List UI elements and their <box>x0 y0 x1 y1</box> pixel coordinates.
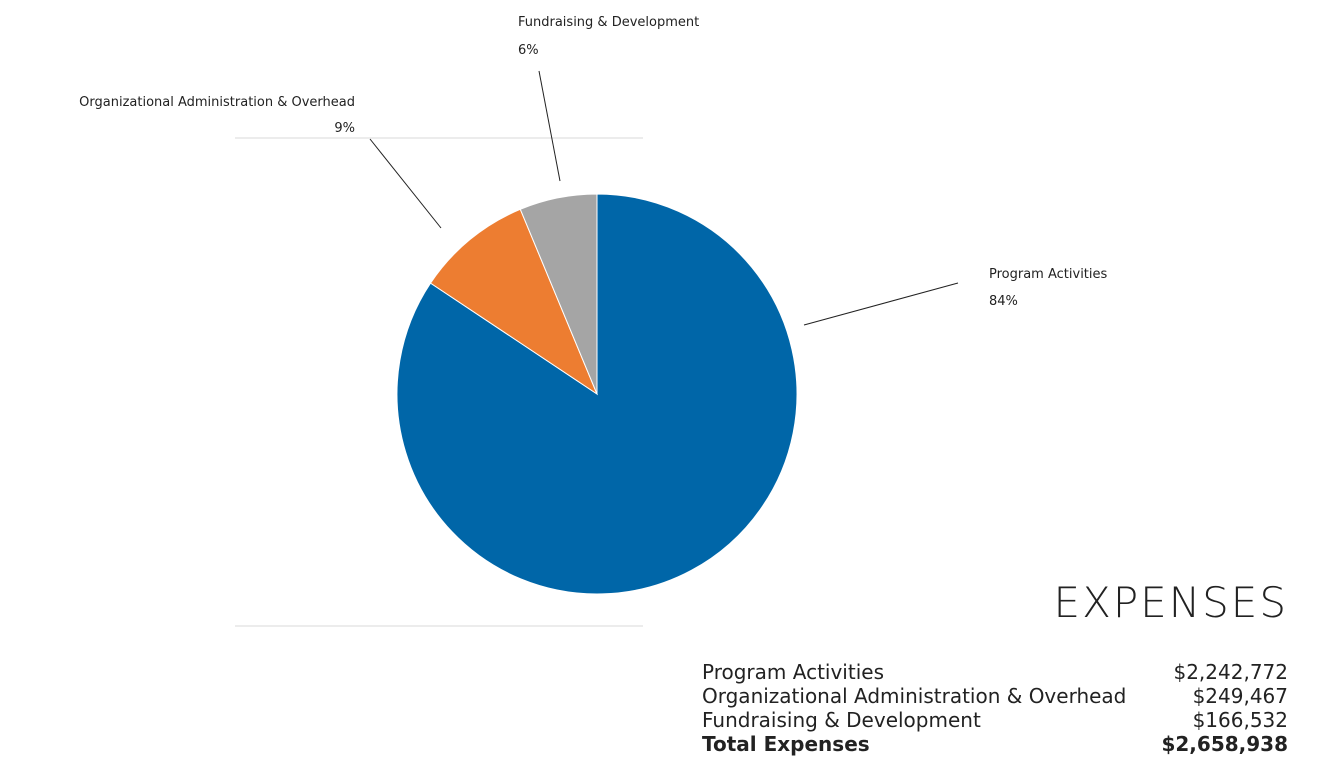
slice-percent-fundraising-development: 6% <box>518 43 539 58</box>
slice-label-fundraising-development: Fundraising & Development <box>518 15 699 30</box>
expense-amount: $166,532 <box>1192 708 1288 732</box>
leader-line-administration-overhead <box>369 138 442 229</box>
expenses-table: Program Activities $2,242,772 Organizati… <box>702 660 1288 756</box>
pie-slice-fundraising-development <box>519 193 598 395</box>
expense-row-program: Program Activities $2,242,772 <box>702 660 1288 684</box>
expenses-heading: EXPENSES <box>1053 578 1288 627</box>
expenses-pie-chart: Program Activities 84% Organizational Admi… <box>79 15 1108 627</box>
pie-slice-administration-overhead <box>429 208 599 396</box>
expense-label: Fundraising & Development <box>702 708 981 732</box>
expense-label: Program Activities <box>702 660 884 684</box>
total-label: Total Expenses <box>702 732 870 756</box>
pie-slice-program-activities <box>396 193 798 595</box>
expense-row-fundraising: Fundraising & Development $166,532 <box>702 708 1288 732</box>
leader-line-program-activities <box>803 282 959 326</box>
leader-line-fundraising-development <box>538 70 561 182</box>
slice-percent-program-activities: 84% <box>989 294 1018 309</box>
slice-label-program-activities: Program Activities <box>989 267 1108 282</box>
slice-label-administration-overhead: Organizational Administration & Overhead <box>79 95 355 110</box>
expense-row-administration: Organizational Administration & Overhead… <box>702 684 1288 708</box>
slice-percent-administration-overhead: 9% <box>334 121 355 136</box>
pie-leader-lines <box>369 70 959 326</box>
pie-labels: Program Activities 84% Organizational Admi… <box>79 15 1107 309</box>
expense-label: Organizational Administration & Overhead <box>702 684 1127 708</box>
pie-slices <box>396 193 798 595</box>
total-amount: $2,658,938 <box>1161 732 1288 756</box>
expense-amount: $2,242,772 <box>1173 660 1288 684</box>
expense-row-total: Total Expenses $2,658,938 <box>702 732 1288 756</box>
expense-amount: $249,467 <box>1192 684 1288 708</box>
